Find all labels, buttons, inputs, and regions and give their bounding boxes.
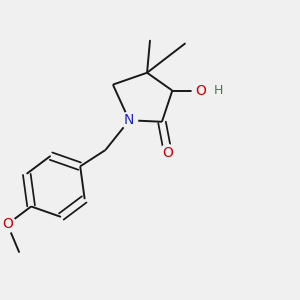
Text: H: H — [214, 84, 223, 97]
Circle shape — [121, 112, 138, 129]
Text: N: N — [124, 113, 134, 127]
Text: O: O — [195, 84, 206, 98]
Circle shape — [0, 216, 16, 232]
Text: O: O — [162, 146, 173, 160]
Circle shape — [160, 145, 176, 161]
Circle shape — [192, 82, 209, 99]
Text: O: O — [2, 217, 13, 231]
